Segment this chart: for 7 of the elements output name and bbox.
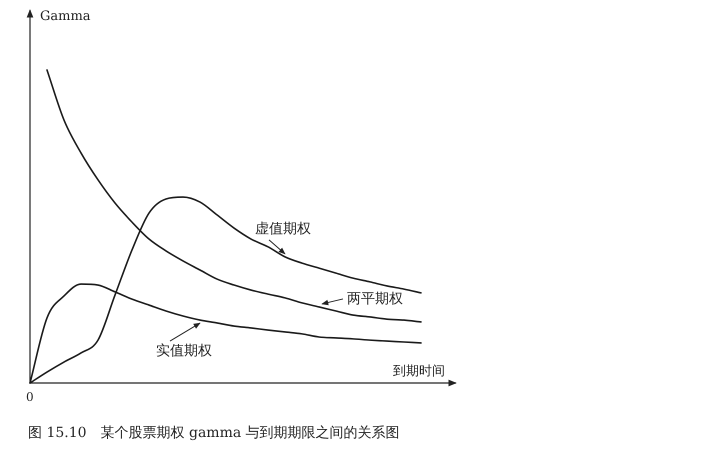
series-label: 虚值期权 (255, 220, 311, 237)
text: 0 (26, 390, 34, 404)
y-axis-title: Gamma (40, 9, 91, 24)
legend-label: 两平期权 (347, 290, 403, 307)
series-label: 实值期权 (156, 343, 212, 360)
x-axis-title: 到期时间 (393, 364, 445, 379)
text: 图 15.10 某个股票期权 gamma 与到期期限之间的关系图 (28, 425, 400, 441)
